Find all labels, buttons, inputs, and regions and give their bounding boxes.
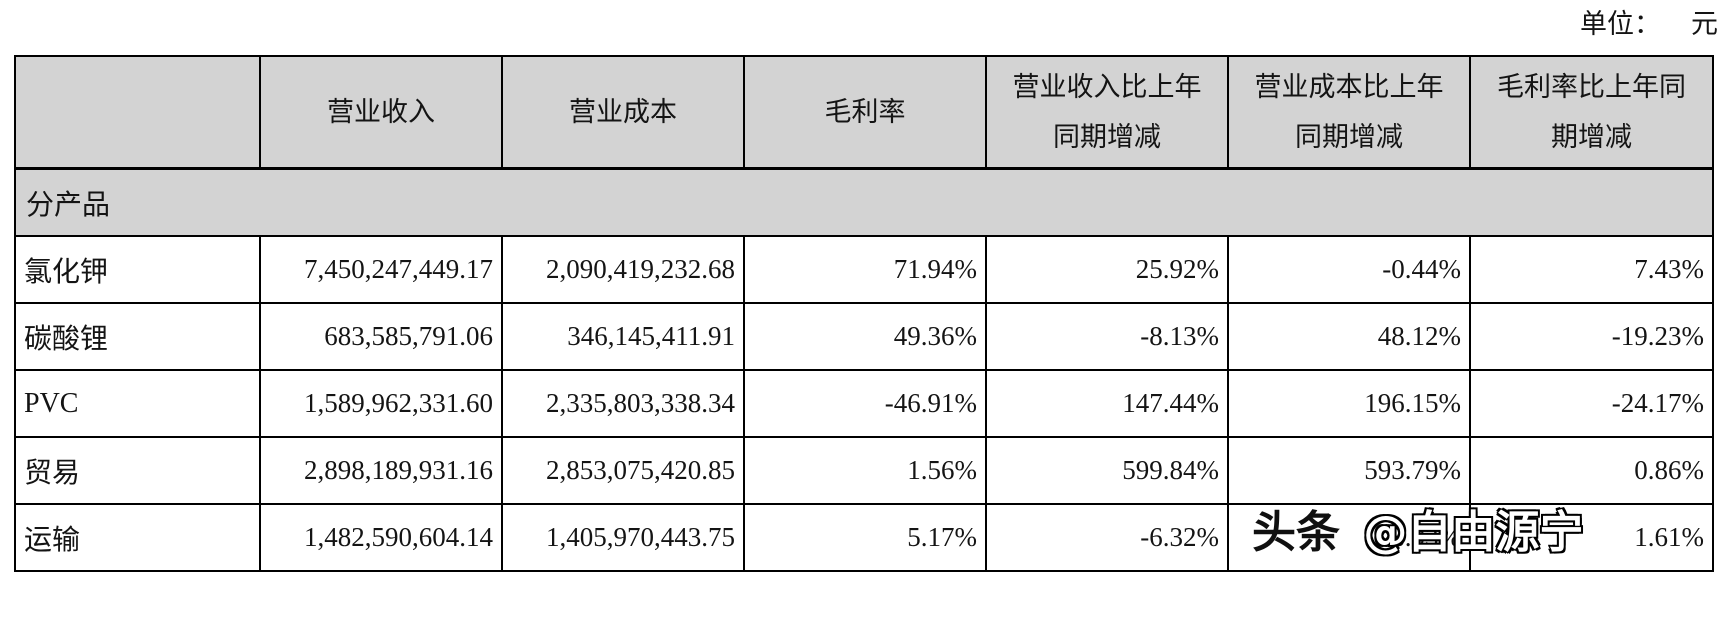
cost-cell: 1,405,970,443.75: [501, 503, 745, 572]
col-header-revenue-yoy: 营业收入比上年同期增减: [985, 55, 1229, 170]
margin-yoy-cell: 7.43%: [1469, 235, 1714, 304]
table-row: 碳酸锂 683,585,791.06 346,145,411.91 49.36%…: [14, 302, 1714, 371]
revenue-cell: 2,898,189,931.16: [259, 436, 503, 505]
margin-cell: 5.17%: [743, 503, 987, 572]
col-header-product: [14, 55, 261, 170]
row-label-cell: 氯化钾: [14, 235, 261, 304]
margin-yoy-cell: -19.23%: [1469, 302, 1714, 371]
cost-yoy-cell: 593.79%: [1227, 436, 1471, 505]
revenue-cell: 683,585,791.06: [259, 302, 503, 371]
table-row: 贸易 2,898,189,931.16 2,853,075,420.85 1.5…: [14, 436, 1714, 505]
col-header-margin-yoy: 毛利率比上年同期增减: [1469, 55, 1714, 170]
segment-operating-table: 营业收入 营业成本 毛利率 营业收入比上年同期增减 营业成本比上年同期增减 毛利…: [14, 55, 1714, 572]
cost-cell: 2,335,803,338.34: [501, 369, 745, 438]
unit-label-prefix: 单位：: [1580, 9, 1661, 39]
cost-cell: 2,853,075,420.85: [501, 436, 745, 505]
revenue-yoy-cell: 599.84%: [985, 436, 1229, 505]
revenue-yoy-cell: 25.92%: [985, 235, 1229, 304]
revenue-yoy-cell: -6.32%: [985, 503, 1229, 572]
row-label-cell: 碳酸锂: [14, 302, 261, 371]
table-body: 分产品 氯化钾 7,450,247,449.17 2,090,419,232.6…: [14, 167, 1714, 572]
col-header-cost-yoy: 营业成本比上年同期增减: [1227, 55, 1471, 170]
unit-label: 单位： 元: [1580, 2, 1718, 41]
header-row: 营业收入 营业成本 毛利率 营业收入比上年同期增减 营业成本比上年同期增减 毛利…: [14, 55, 1714, 170]
revenue-cell: 1,482,590,604.14: [259, 503, 503, 572]
revenue-yoy-cell: -8.13%: [985, 302, 1229, 371]
section-row: 分产品: [14, 167, 1714, 237]
cost-cell: 2,090,419,232.68: [501, 235, 745, 304]
margin-cell: 1.56%: [743, 436, 987, 505]
revenue-cell: 7,450,247,449.17: [259, 235, 503, 304]
cost-yoy-cell: -0.44%: [1227, 235, 1471, 304]
table-row: 氯化钾 7,450,247,449.17 2,090,419,232.68 71…: [14, 235, 1714, 304]
margin-yoy-cell: 1.61%: [1469, 503, 1714, 572]
margin-cell: 49.36%: [743, 302, 987, 371]
cost-yoy-cell: 196.15%: [1227, 369, 1471, 438]
margin-cell: 71.94%: [743, 235, 987, 304]
cost-yoy-cell: -8.03%: [1227, 503, 1471, 572]
row-label-cell: 运输: [14, 503, 261, 572]
row-label-cell: 贸易: [14, 436, 261, 505]
col-header-margin: 毛利率: [743, 55, 987, 170]
cost-cell: 346,145,411.91: [501, 302, 745, 371]
col-header-cost: 营业成本: [501, 55, 745, 170]
margin-yoy-cell: -24.17%: [1469, 369, 1714, 438]
table-header: 营业收入 营业成本 毛利率 营业收入比上年同期增减 营业成本比上年同期增减 毛利…: [14, 55, 1714, 170]
table-row: 运输 1,482,590,604.14 1,405,970,443.75 5.1…: [14, 503, 1714, 572]
table-row: PVC 1,589,962,331.60 2,335,803,338.34 -4…: [14, 369, 1714, 438]
cost-yoy-cell: 48.12%: [1227, 302, 1471, 371]
unit-label-value: 元: [1691, 9, 1718, 39]
row-label-cell: PVC: [14, 369, 261, 438]
revenue-cell: 1,589,962,331.60: [259, 369, 503, 438]
section-label: 分产品: [14, 167, 1714, 237]
revenue-yoy-cell: 147.44%: [985, 369, 1229, 438]
margin-yoy-cell: 0.86%: [1469, 436, 1714, 505]
margin-cell: -46.91%: [743, 369, 987, 438]
col-header-revenue: 营业收入: [259, 55, 503, 170]
